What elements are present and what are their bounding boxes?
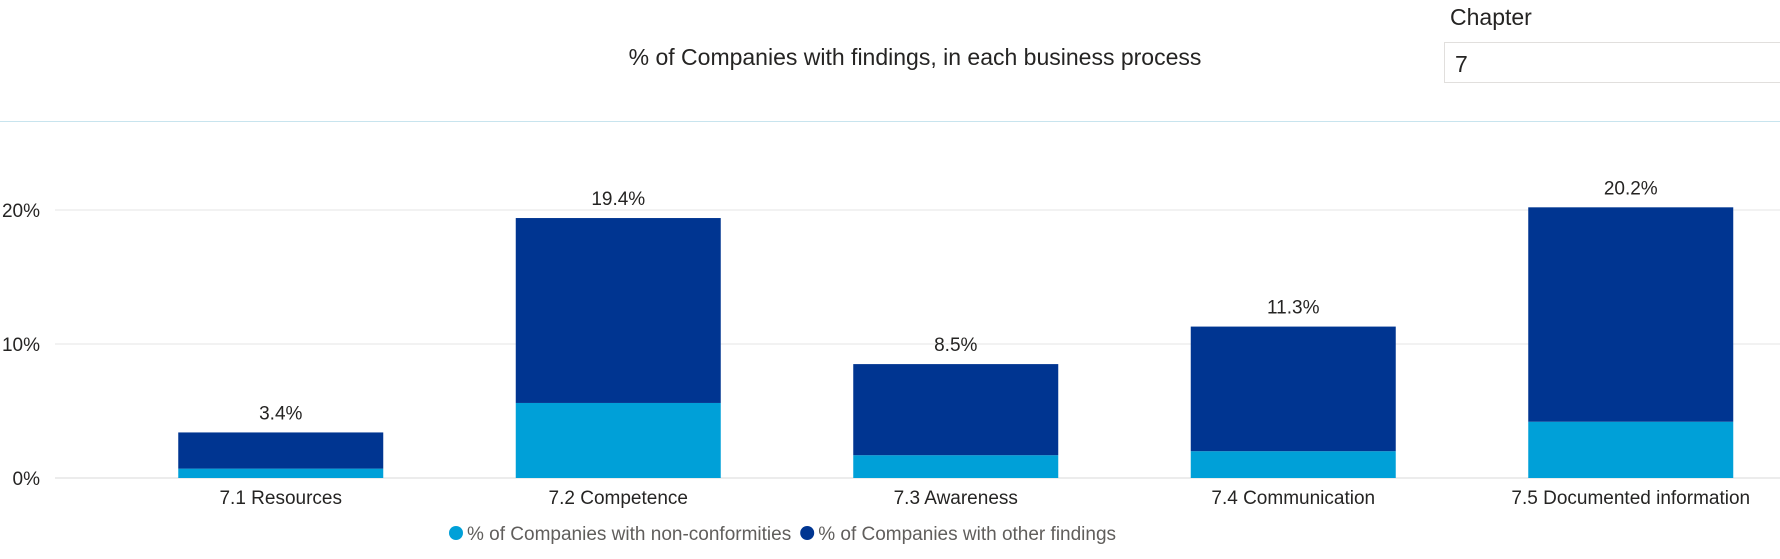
slicer-label: Chapter — [1450, 4, 1532, 30]
bar-segment-other-findings[interactable] — [853, 364, 1059, 456]
category-label: 7.3 Awareness — [894, 488, 1018, 509]
category-label: 7.4 Communication — [1211, 488, 1375, 509]
slicer-value: 7 — [1455, 51, 1468, 77]
data-label: 8.5% — [934, 335, 977, 356]
data-label: 3.4% — [259, 403, 302, 424]
bar-segment-nonconformities[interactable] — [178, 468, 384, 478]
bar-segment-nonconformities[interactable] — [1528, 421, 1734, 478]
bar-segment-other-findings[interactable] — [178, 432, 384, 469]
chart-title: % of Companies with findings, in each bu… — [628, 44, 1202, 70]
bar-segment-other-findings[interactable] — [1190, 326, 1396, 452]
y-tick-label: 10% — [2, 335, 40, 356]
legend-marker-other-findings[interactable] — [800, 526, 815, 540]
legend-marker-nonconformities[interactable] — [449, 526, 463, 540]
category-label: 7.1 Resources — [219, 488, 342, 509]
bar-segment-nonconformities[interactable] — [515, 402, 721, 478]
chapter-slicer-input[interactable]: 7 — [1444, 42, 1780, 83]
legend-label-nonconformities[interactable]: % of Companies with non-conformities — [467, 524, 791, 545]
bar-segment-nonconformities[interactable] — [853, 455, 1059, 478]
bar-segment-other-findings[interactable] — [1528, 207, 1734, 422]
data-label: 20.2% — [1604, 178, 1658, 199]
bar-segment-nonconformities[interactable] — [1190, 451, 1396, 478]
bar-segment-other-findings[interactable] — [515, 218, 721, 403]
category-label: 7.5 Documented information — [1511, 488, 1750, 509]
legend-label-other-findings[interactable]: % of Companies with other findings — [818, 524, 1116, 545]
category-label: 7.2 Competence — [549, 488, 688, 509]
y-tick-label: 20% — [2, 201, 40, 222]
y-tick-label: 0% — [13, 469, 41, 490]
data-label: 11.3% — [1267, 298, 1320, 319]
data-label: 19.4% — [591, 189, 645, 210]
header-separator — [0, 121, 1780, 122]
